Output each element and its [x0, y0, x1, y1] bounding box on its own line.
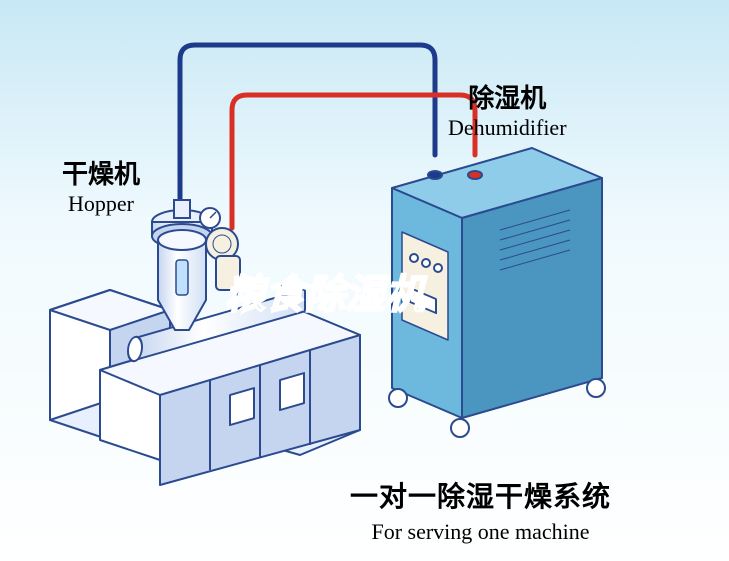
system-title-en: For serving one machine	[350, 519, 611, 545]
dehumidifier-label-en: Dehumidifier	[448, 115, 567, 141]
dehumidifier-label: 除湿机 Dehumidifier	[448, 78, 567, 141]
hopper-label-cn: 干燥机	[62, 154, 140, 191]
hopper-label: 干燥机 Hopper	[62, 154, 140, 217]
watermark-text: 粮食除湿机	[225, 262, 425, 320]
system-title: 一对一除湿干燥系统 For serving one machine	[350, 475, 611, 545]
system-title-cn: 一对一除湿干燥系统	[350, 475, 611, 515]
hopper-label-en: Hopper	[62, 191, 140, 217]
dehumidifier-label-cn: 除湿机	[448, 78, 567, 115]
pipe-blue	[180, 45, 435, 200]
